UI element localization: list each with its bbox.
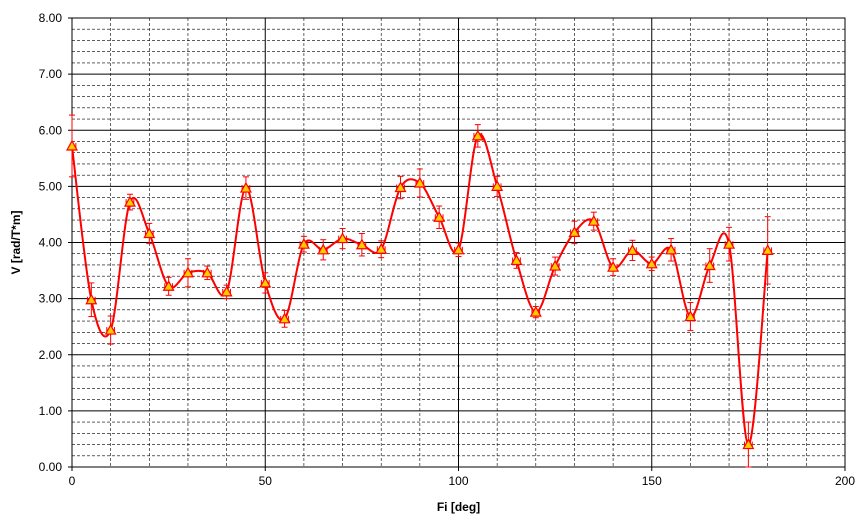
data-point <box>104 323 117 335</box>
data-point <box>491 180 504 191</box>
data-point <box>761 244 774 255</box>
data-point <box>336 232 349 244</box>
data-point <box>123 195 136 207</box>
major-gridlines <box>72 18 845 467</box>
data-point <box>220 285 233 297</box>
y-tick-label: 3.00 <box>39 292 63 306</box>
data-point <box>587 214 600 226</box>
data-point <box>568 226 581 237</box>
y-tick-label: 6.00 <box>39 123 63 137</box>
y-tick-label: 8.00 <box>39 11 63 25</box>
data-point <box>471 129 484 141</box>
x-axis-tick-labels: 0 50 100 150 200 <box>69 467 855 488</box>
y-tick-label: 5.00 <box>39 179 63 193</box>
data-point <box>510 254 523 266</box>
y-tick-label: 7.00 <box>39 67 63 81</box>
x-tick-label: 200 <box>835 474 855 488</box>
x-tick-label: 50 <box>259 474 273 488</box>
data-point <box>278 312 291 324</box>
data-point <box>201 266 214 278</box>
data-point <box>452 243 465 255</box>
data-point <box>626 244 639 255</box>
y-tick-label: 1.00 <box>39 404 63 418</box>
data-point <box>433 211 446 222</box>
data-point <box>65 139 79 151</box>
data-point <box>549 259 562 271</box>
x-axis-title: Fi [deg] <box>437 500 480 514</box>
data-point <box>645 257 658 269</box>
x-tick-label: 0 <box>69 474 76 488</box>
data-point <box>413 176 426 188</box>
y-tick-label: 4.00 <box>39 236 63 250</box>
data-point <box>317 243 330 255</box>
data-point <box>297 237 310 249</box>
data-point <box>703 259 716 271</box>
data-point <box>665 243 678 255</box>
data-point <box>239 181 252 193</box>
data-point <box>684 310 697 322</box>
data-point <box>259 276 272 288</box>
data-point <box>355 238 368 250</box>
y-axis-title: V [rad/T*m] <box>9 210 23 274</box>
y-axis-tick-labels: 0.00 1.00 2.00 3.00 4.00 5.00 6.00 7.00 8.00 <box>39 11 72 474</box>
data-point <box>181 266 194 278</box>
data-point <box>375 242 388 254</box>
data-series <box>65 114 774 468</box>
data-point <box>394 181 407 193</box>
data-point <box>529 305 542 317</box>
data-point <box>85 293 98 305</box>
x-tick-label: 150 <box>642 474 662 488</box>
y-tick-label: 0.00 <box>39 460 63 474</box>
x-tick-label: 100 <box>448 474 468 488</box>
data-point <box>162 280 175 291</box>
data-point <box>143 227 156 239</box>
data-point <box>723 237 736 249</box>
data-point <box>607 260 620 272</box>
data-point <box>742 438 755 450</box>
y-tick-label: 2.00 <box>39 348 63 362</box>
